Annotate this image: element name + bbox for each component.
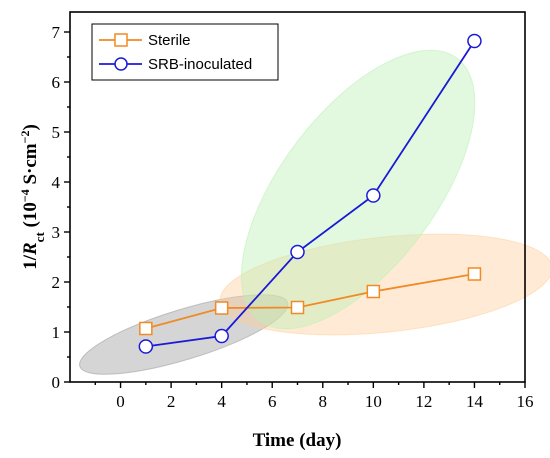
y-tick-label: 7 (52, 23, 61, 42)
y-axis-label-units-close: ) (20, 124, 41, 130)
x-tick-label: 8 (319, 392, 328, 411)
y-axis: 0 1 2 3 4 5 6 7 (52, 23, 70, 392)
series-srb-inoculated (138, 33, 482, 354)
data-point-sterile (366, 284, 381, 299)
legend-label-srb-inoculated: SRB-inoculated (148, 56, 252, 73)
series-sterile (139, 267, 482, 336)
y-axis-label: 1/Rct (10−4 S·cm−2) (18, 124, 47, 270)
y-axis-label-subscript: ct (32, 232, 47, 243)
legend-marker-sterile (114, 33, 128, 47)
data-point-sterile (214, 301, 229, 315)
y-axis-label-units-open: (10 (20, 202, 41, 232)
data-point-srb-inoculated (467, 33, 482, 49)
x-tick-label: 4 (217, 392, 226, 411)
y-tick-label: 6 (52, 73, 61, 92)
legend-label-sterile: Sterile (148, 32, 191, 49)
x-axis: 0 2 4 6 8 10 12 14 16 (94, 382, 534, 411)
data-point-sterile (467, 267, 482, 281)
y-axis-label-units-exp: −4 (18, 189, 32, 202)
data-point-srb-inoculated (366, 188, 381, 203)
legend: Sterile SRB-inoculated (91, 23, 279, 81)
highlight-ellipse-2 (241, 49, 476, 330)
y-axis-label-symbol: R (20, 242, 41, 256)
x-tick-label: 0 (116, 392, 125, 411)
data-point-srb-inoculated (138, 339, 154, 354)
x-tick-label: 16 (517, 392, 534, 411)
x-tick-label: 14 (466, 392, 484, 411)
y-tick-label: 3 (52, 223, 61, 242)
y-tick-label: 2 (52, 273, 61, 292)
data-point-sterile (139, 321, 153, 336)
highlight-ellipse-0 (79, 294, 289, 375)
data-point-srb-inoculated (290, 244, 305, 260)
x-tick-label: 2 (167, 392, 176, 411)
data-point-sterile (290, 300, 305, 315)
y-tick-label: 5 (52, 123, 61, 142)
series-layer (138, 33, 482, 354)
legend-marker-srb-inoculated (114, 57, 128, 71)
y-tick-label: 0 (52, 373, 61, 392)
y-tick-label: 1 (52, 323, 61, 342)
y-tick-label: 4 (52, 173, 61, 192)
x-tick-label: 10 (365, 392, 382, 411)
x-axis-label: Time (day) (253, 430, 342, 451)
data-point-srb-inoculated (214, 328, 229, 344)
y-axis-label-units-mid: S·cm (20, 143, 41, 189)
x-tick-label: 12 (415, 392, 432, 411)
x-tick-label: 6 (268, 392, 277, 411)
y-axis-label-units-exp2: −2 (18, 131, 32, 144)
y-axis-label-prefix: 1/ (20, 254, 41, 270)
